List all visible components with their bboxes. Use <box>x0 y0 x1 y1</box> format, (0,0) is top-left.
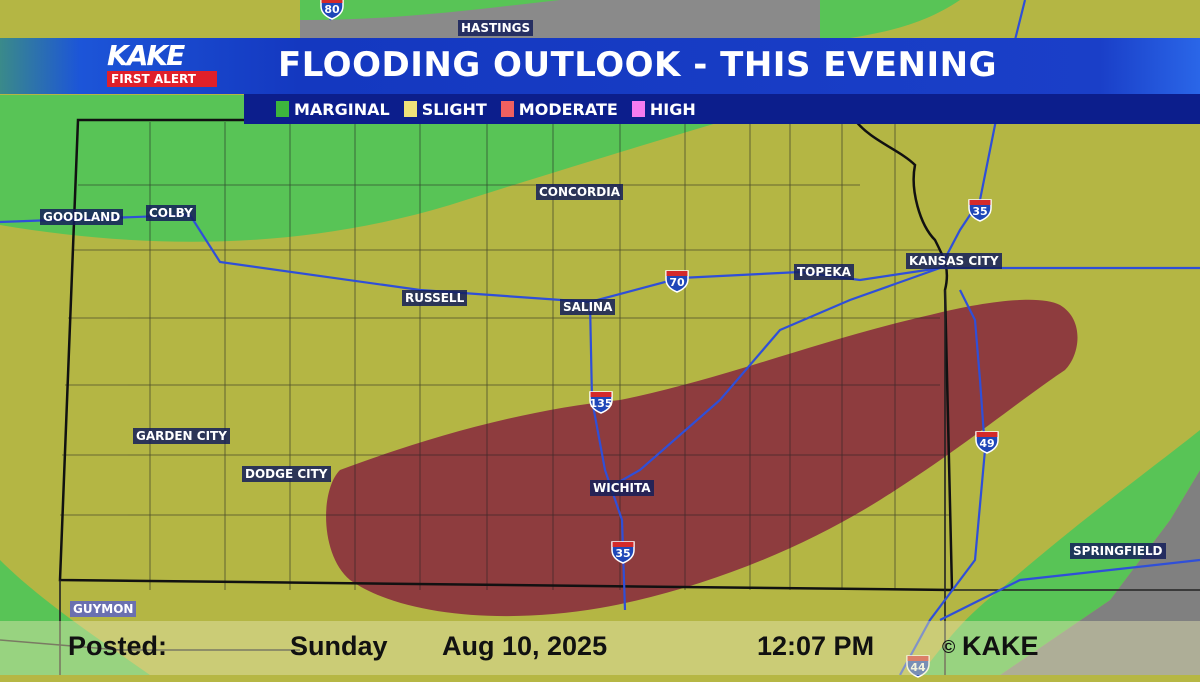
legend-marginal: MARGINAL <box>276 100 390 119</box>
interstate-shield-i135: 135 <box>589 388 613 414</box>
legend-label: SLIGHT <box>421 99 487 119</box>
moderate-swatch <box>500 101 514 117</box>
logo-kake: KAKE <box>107 39 185 72</box>
no-risk-area-southeast <box>1000 470 1200 675</box>
shield-number: 70 <box>669 276 685 289</box>
legend-label: HIGH <box>649 99 696 119</box>
logo-first-alert: FIRST ALERT <box>107 71 217 87</box>
risk-legend: MARGINAL SLIGHT MODERATE HIGH <box>244 94 1200 124</box>
shield-number: 49 <box>979 437 995 450</box>
city-label-salina: SALINA <box>560 299 616 315</box>
interstate-shield-i70: 70 <box>665 267 689 293</box>
city-label-topeka: TOPEKA <box>794 264 854 280</box>
city-label-russell: RUSSELL <box>402 290 468 306</box>
shield-number: 80 <box>324 3 340 16</box>
posted-label: Posted: <box>68 631 168 661</box>
legend-label: MARGINAL <box>294 99 390 119</box>
shield-number: 35 <box>615 547 631 560</box>
state-borders <box>0 290 1200 675</box>
county-lines <box>60 122 950 590</box>
kake-first-alert-logo: KAKE FIRST ALERT <box>107 42 221 88</box>
copyright-icon: © <box>942 637 956 657</box>
interstate-shield-i35-north: 35 <box>968 196 992 222</box>
posted-date: Aug 10, 2025 <box>442 631 608 661</box>
city-label-concordia: CONCORDIA <box>536 184 624 200</box>
legend-label: MODERATE <box>518 99 618 119</box>
city-label-goodland: GOODLAND <box>40 209 124 225</box>
marginal-area-southeast <box>920 430 1200 675</box>
shield-number: 35 <box>972 205 988 218</box>
city-label-garden-city: GARDEN CITY <box>133 428 230 444</box>
interstate-shield-i44: 44 <box>906 652 930 678</box>
city-label-kansas-city: KANSAS CITY <box>906 253 1002 269</box>
legend-moderate: MODERATE <box>500 99 618 119</box>
city-label-springfield: SPRINGFIELD <box>1070 543 1166 559</box>
interstate-shield-i80: 80 <box>320 0 344 20</box>
city-label-hastings: HASTINGS <box>458 20 534 36</box>
shield-number: 135 <box>589 397 613 410</box>
copyright-text: KAKE <box>962 631 1039 661</box>
moderate-area <box>326 299 1078 617</box>
legend-high: HIGH <box>631 99 696 119</box>
legend-slight: SLIGHT <box>403 99 487 119</box>
posted-time: 12:07 PM <box>757 631 875 661</box>
city-label-guymon: GUYMON <box>70 601 137 617</box>
posted-footer: Posted: Sunday Aug 10, 2025 12:07 PM © K… <box>0 621 1200 675</box>
city-label-wichita: WICHITA <box>590 480 654 496</box>
kansas-state-border <box>58 118 954 592</box>
posted-day: Sunday <box>290 631 388 661</box>
city-label-colby: COLBY <box>146 205 196 221</box>
title-banner: KAKE FIRST ALERT FLOODING OUTLOOK - THIS… <box>0 38 1200 94</box>
shield-number: 44 <box>910 661 926 674</box>
interstate-shield-i49: 49 <box>975 428 999 454</box>
city-label-dodge-city: DODGE CITY <box>242 466 331 482</box>
marginal-area-northeast <box>820 0 960 38</box>
interstate-shield-i35-south: 35 <box>611 538 635 564</box>
high-swatch <box>631 101 645 117</box>
page-title: FLOODING OUTLOOK - THIS EVENING <box>278 45 998 85</box>
marginal-area-southwest <box>0 560 150 675</box>
marginal-swatch <box>276 101 289 117</box>
slight-swatch <box>403 101 417 117</box>
